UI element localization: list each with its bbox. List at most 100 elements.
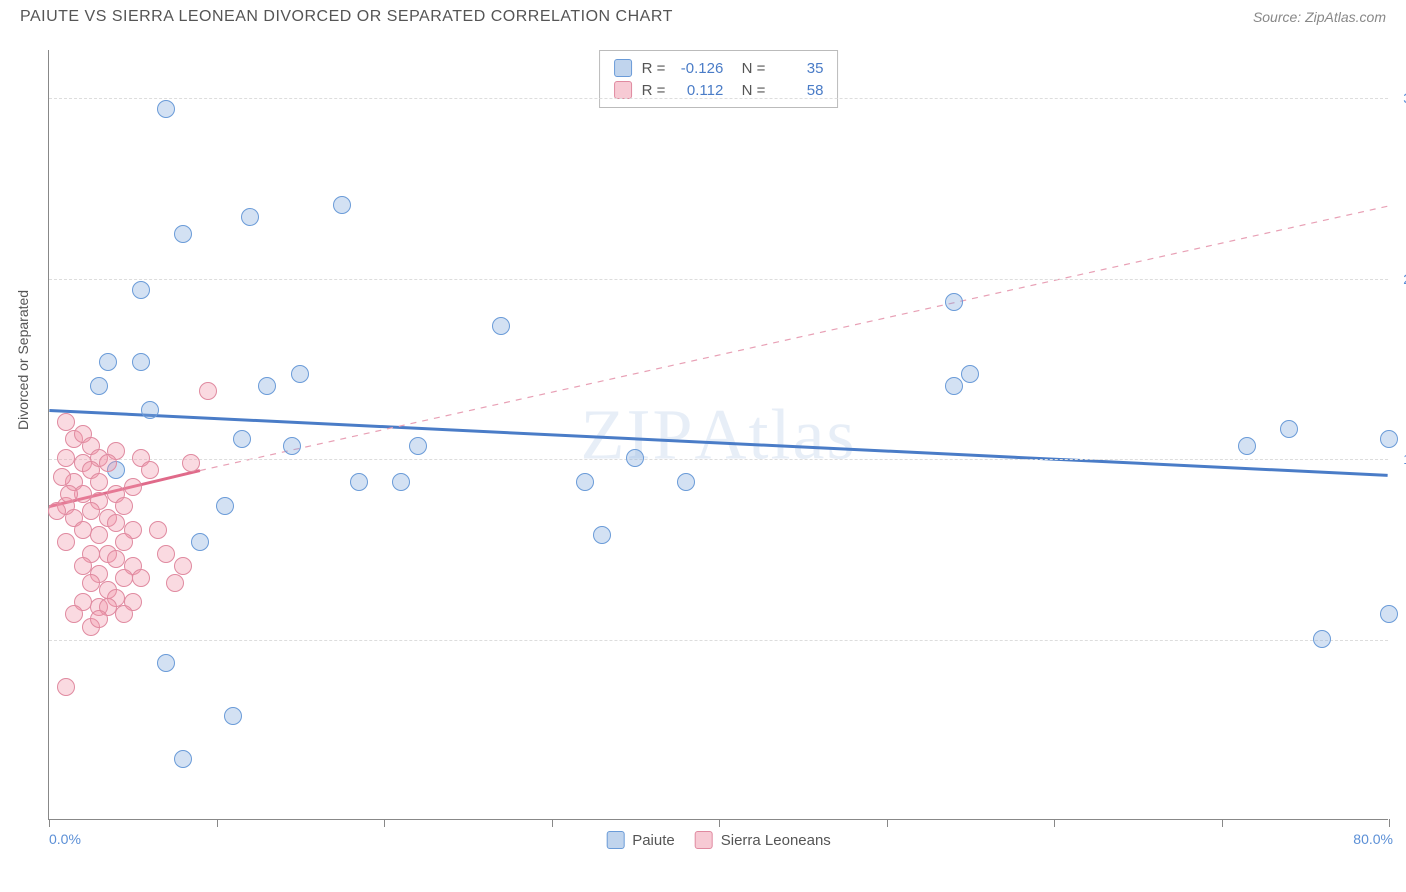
data-point [291, 365, 309, 383]
data-point [174, 750, 192, 768]
x-tick [1222, 819, 1223, 827]
data-point [48, 502, 66, 520]
r-value-sierra: 0.112 [675, 82, 723, 99]
data-point [333, 196, 351, 214]
x-tick [384, 819, 385, 827]
data-point [1238, 437, 1256, 455]
swatch-pink [695, 831, 713, 849]
data-point [99, 454, 117, 472]
data-point [1380, 605, 1398, 623]
data-point [124, 478, 142, 496]
data-point [677, 473, 695, 491]
data-point [492, 317, 510, 335]
watermark: ZIPAtlas [581, 393, 857, 476]
data-point [199, 382, 217, 400]
data-point [90, 526, 108, 544]
data-point [593, 526, 611, 544]
x-tick [217, 819, 218, 827]
y-axis-title: Divorced or Separated [15, 290, 31, 430]
data-point [283, 437, 301, 455]
legend-label: Sierra Leoneans [721, 832, 831, 849]
data-point [57, 678, 75, 696]
x-tick [719, 819, 720, 827]
data-point [233, 430, 251, 448]
x-min-label: 0.0% [49, 831, 81, 847]
data-point [576, 473, 594, 491]
n-label: N = [733, 60, 765, 77]
legend-row-paiute: R = -0.126 N = 35 [614, 57, 824, 79]
x-tick [887, 819, 888, 827]
data-point [166, 574, 184, 592]
data-point [945, 377, 963, 395]
data-point [1380, 430, 1398, 448]
data-point [107, 514, 125, 532]
swatch-blue [614, 59, 632, 77]
data-point [82, 574, 100, 592]
swatch-pink [614, 81, 632, 99]
legend-item-sierra: Sierra Leoneans [695, 831, 831, 849]
correlation-legend: R = -0.126 N = 35 R = 0.112 N = 58 [599, 50, 839, 108]
data-point [65, 605, 83, 623]
data-point [626, 449, 644, 467]
data-point [60, 485, 78, 503]
x-tick [49, 819, 50, 827]
data-point [191, 533, 209, 551]
data-point [115, 497, 133, 515]
data-point [53, 468, 71, 486]
data-point [224, 707, 242, 725]
data-point [392, 473, 410, 491]
data-point [157, 545, 175, 563]
data-point [141, 401, 159, 419]
legend-item-paiute: Paiute [606, 831, 675, 849]
legend-label: Paiute [632, 832, 675, 849]
gridline [49, 640, 1388, 641]
gridline [49, 98, 1388, 99]
data-point [90, 610, 108, 628]
data-point [132, 353, 150, 371]
chart-title: PAIUTE VS SIERRA LEONEAN DIVORCED OR SEP… [20, 8, 673, 26]
data-point [107, 550, 125, 568]
data-point [132, 569, 150, 587]
data-point [157, 100, 175, 118]
n-value-paiute: 35 [775, 60, 823, 77]
data-point [182, 454, 200, 472]
data-point [1280, 420, 1298, 438]
data-point [216, 497, 234, 515]
data-point [149, 521, 167, 539]
data-point [132, 281, 150, 299]
data-point [945, 293, 963, 311]
x-tick [1054, 819, 1055, 827]
r-value-paiute: -0.126 [675, 60, 723, 77]
data-point [57, 449, 75, 467]
data-point [961, 365, 979, 383]
data-point [57, 533, 75, 551]
data-point [115, 605, 133, 623]
data-point [99, 353, 117, 371]
data-point [141, 461, 159, 479]
data-point [90, 473, 108, 491]
data-point [115, 569, 133, 587]
x-max-label: 80.0% [1353, 831, 1393, 847]
data-point [241, 208, 259, 226]
data-point [74, 557, 92, 575]
r-label: R = [642, 60, 666, 77]
data-point [1313, 630, 1331, 648]
source-label: Source: ZipAtlas.com [1253, 9, 1386, 25]
x-tick [1389, 819, 1390, 827]
data-point [57, 413, 75, 431]
series-legend: Paiute Sierra Leoneans [606, 831, 831, 849]
data-point [258, 377, 276, 395]
data-point [90, 377, 108, 395]
data-point [157, 654, 175, 672]
x-tick [552, 819, 553, 827]
chart-plot-area: ZIPAtlas R = -0.126 N = 35 R = 0.112 N =… [48, 50, 1388, 820]
swatch-blue [606, 831, 624, 849]
data-point [174, 557, 192, 575]
data-point [74, 521, 92, 539]
data-point [115, 533, 133, 551]
gridline [49, 279, 1388, 280]
data-point [82, 502, 100, 520]
n-label: N = [733, 82, 765, 99]
data-point [409, 437, 427, 455]
data-point [174, 225, 192, 243]
